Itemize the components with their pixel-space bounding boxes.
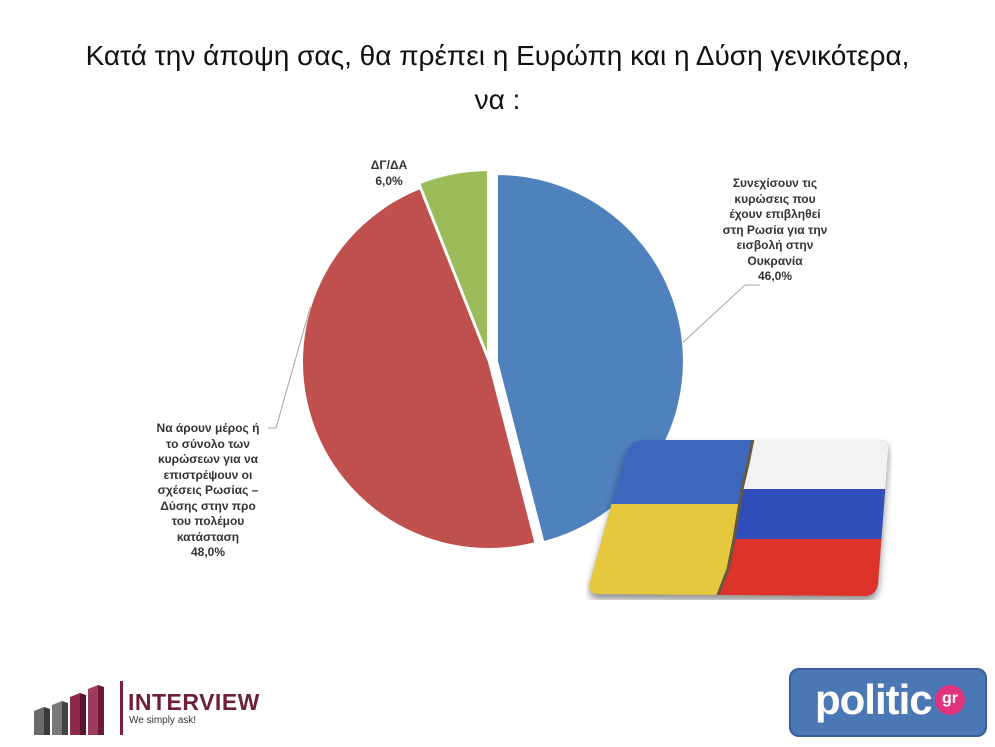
slice-label-dk: ΔΓ/ΔΑ 6,0% (354, 158, 424, 189)
slice-label-continue-line-4: στη Ρωσία για την (722, 222, 828, 237)
interview-bars-icon (34, 685, 104, 735)
chart-title-line-2: να : (474, 84, 521, 115)
slice-label-lift-sanctions: Να άρουν μέρος ή το σύνολο των κυρώσεων … (128, 421, 288, 561)
slice-label-lift-line-2: το σύνολο των (166, 436, 250, 451)
politic-logo-suffix: gr (935, 685, 965, 715)
interview-logo-divider (120, 681, 123, 735)
slice-label-lift-line-4: επιστρέψουν οι (163, 467, 253, 482)
ukraine-russia-flags-image (589, 440, 889, 596)
slice-label-dk-value: 6,0% (375, 173, 403, 188)
slice-label-lift-line-7: του πολέμου (171, 514, 245, 528)
interview-logo: INTERVIEW We simply ask! (30, 681, 259, 739)
slice-label-lift-line-1: Να άρουν μέρος ή (156, 421, 260, 435)
ukraine-flag-yellow (589, 504, 746, 596)
slice-label-lift-line-5: σχέσεις Ρωσίας – (157, 483, 259, 497)
slice-label-continue-line-3: έχουν επιβληθεί (729, 207, 821, 221)
slice-label-continue-line-2: κυρώσεις που (734, 191, 816, 206)
pie-slice-dk (417, 169, 490, 358)
pie-slice-lift-sanctions (301, 186, 537, 550)
slice-label-lift-line-6: Δύσης στην προ (160, 498, 256, 513)
russia-flag-blue (734, 489, 889, 539)
leader-line-lift-sanctions (268, 306, 311, 429)
slice-label-continue-line-1: Συνεχίσουν τις (732, 176, 818, 190)
slice-label-lift-line-3: κυρώσεων για να (157, 452, 259, 466)
russia-flag-red (716, 539, 889, 596)
interview-logo-tagline: We simply ask! (129, 715, 197, 726)
slice-label-lift-line-8: κατάσταση (176, 529, 240, 544)
chart-title-line-1: Κατά την άποψη σας, θα πρέπει η Ευρώπη κ… (85, 40, 910, 71)
slice-label-continue-sanctions: Συνεχίσουν τις κυρώσεις που έχουν επιβλη… (690, 176, 860, 285)
interview-logo-name: INTERVIEW (128, 689, 260, 715)
leader-line-continue-sanctions (682, 284, 760, 343)
slice-label-lift-value: 48,0% (190, 545, 226, 559)
politic-gr-logo: politic gr (789, 668, 987, 737)
slice-label-continue-value: 46,0% (757, 269, 793, 283)
chart-title: Κατά την άποψη σας, θα πρέπει η Ευρώπη κ… (0, 34, 995, 122)
politic-logo-name: politic (815, 676, 933, 723)
slice-label-continue-line-6: Ουκρανία (747, 253, 803, 268)
slice-label-dk-text: ΔΓ/ΔΑ (370, 158, 408, 172)
slice-label-continue-line-5: εισβολή στην (736, 238, 814, 252)
russia-flag-white (742, 440, 889, 489)
